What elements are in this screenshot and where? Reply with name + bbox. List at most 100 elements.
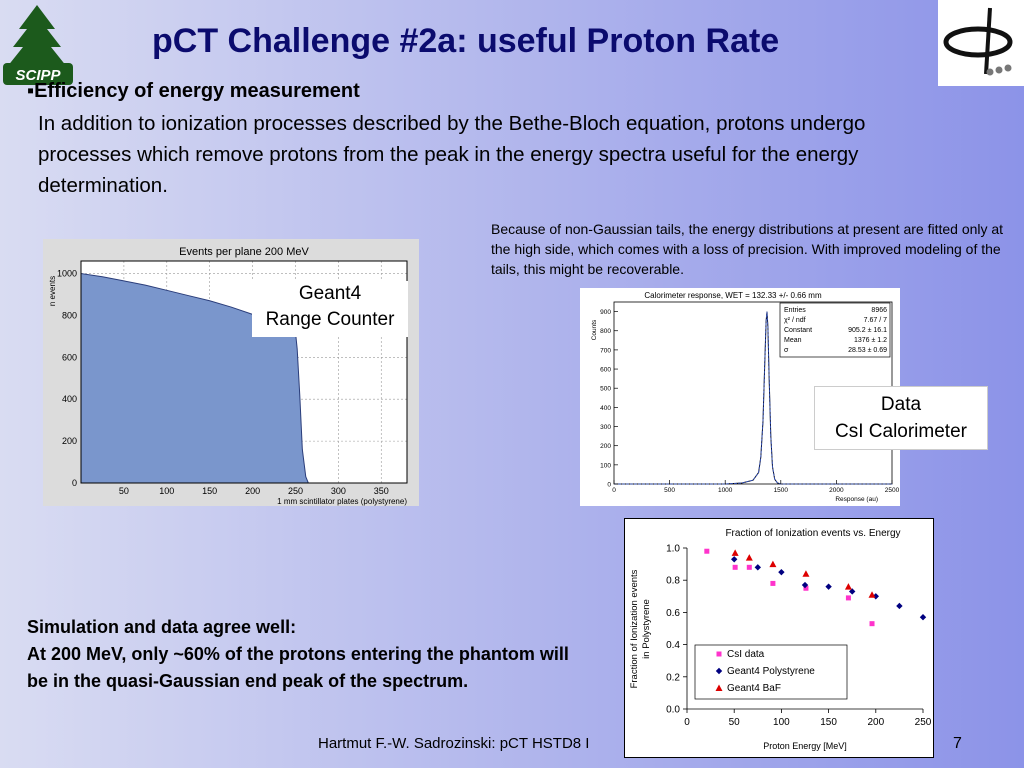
logo-text: SCIPP [15, 67, 61, 84]
y-tick-label: 0.8 [666, 576, 680, 587]
y-tick-label: 1000 [57, 269, 77, 279]
x-tick-label: 350 [374, 486, 389, 496]
tree-icon [7, 5, 67, 67]
events-per-plane-chart: 50 100 150 200 250 300 350 0 200 400 600 800 1000 Eve… [43, 239, 419, 506]
simulation-heading: Simulation and data agree well: [27, 617, 297, 637]
y-tick-label: 400 [600, 405, 611, 412]
x-axis-label: 1 mm scintillator plates (polystyrene) [277, 497, 407, 506]
data-point-diamond [715, 667, 723, 675]
y-tick-label: 0 [72, 478, 77, 488]
geant4-range-counter-label: Geant4 Range Counter [252, 281, 408, 337]
slide-title: pCT Challenge #2a: useful Proton Rate [152, 22, 780, 60]
x-tick-label: 250 [915, 717, 932, 728]
data-point-triangle [844, 583, 852, 590]
stats-box [779, 302, 891, 358]
x-tick-label: 0 [684, 717, 690, 728]
chart-title: Calorimeter response, WET = 132.33 +/- 0… [644, 291, 822, 300]
gaussian-fit-line [614, 311, 892, 485]
y-tick-label: 100 [600, 462, 611, 469]
x-tick-label: 200 [245, 486, 260, 496]
data-point-diamond [825, 583, 832, 590]
stats-value: 8966 [871, 307, 887, 314]
data-csi-calorimeter-label: Data CsI Calorimeter [814, 386, 988, 450]
x-tick-label: 150 [202, 486, 217, 496]
data-point-triangle [868, 591, 876, 598]
x-tick-label: 0 [612, 487, 616, 494]
data-point-triangle [715, 684, 723, 691]
data-point-diamond [801, 581, 809, 589]
bullet-heading-text: Efficiency of energy measurement [34, 80, 360, 102]
y-tick-label: 800 [600, 328, 611, 335]
data-point-square [746, 564, 752, 570]
stats-name: χ² / ndf [784, 317, 806, 324]
x-tick-label: 1500 [774, 487, 789, 494]
legend-entry: CsI data [727, 649, 765, 660]
chart-title: Fraction of Ionization events vs. Energy [725, 528, 900, 539]
x-tick-label: 2000 [829, 487, 844, 494]
data-point-triangle [769, 560, 777, 568]
legend-entry: Geant4 Polystyrene [727, 666, 815, 677]
data-label-line1: Data [880, 394, 922, 415]
y-axis-label: n events [48, 276, 57, 306]
data-point-square [869, 621, 875, 627]
plot-frame [80, 260, 408, 484]
stats-name: σ [784, 347, 789, 354]
data-point-square [770, 580, 776, 586]
data-point-triangle [731, 549, 739, 556]
y-tick-label: 1.0 [666, 544, 680, 555]
data-point-square [803, 585, 809, 591]
data-label-line2: CsI Calorimeter [835, 421, 967, 442]
y-tick-label: 400 [62, 394, 77, 404]
stats-value: 905.2 ± 16.1 [848, 327, 887, 334]
stats-name: Constant [784, 327, 812, 334]
x-tick-label: 500 [664, 487, 675, 494]
simulation-body: At 200 MeV, only ~60% of the protons ent… [27, 644, 569, 691]
y-tick-label: 500 [600, 386, 611, 393]
x-tick-label: 50 [729, 717, 741, 728]
y-tick-label: 0 [607, 482, 611, 489]
y-axis-label: Counts [591, 319, 598, 340]
data-point-diamond [731, 556, 738, 563]
data-point-triangle [745, 554, 753, 561]
x-axis-label: Response (au) [835, 496, 878, 503]
x-tick-label: 100 [159, 486, 174, 496]
legend-entry: Geant4 BaF [727, 683, 781, 694]
bullet-body: In addition to ionization processes desc… [38, 112, 866, 197]
scipp-logo: SCIPP [3, 3, 73, 87]
x-tick-label: 2500 [885, 487, 900, 494]
x-tick-label: 200 [867, 717, 884, 728]
y-tick-label: 200 [62, 436, 77, 446]
bullet-marker: ▪ [27, 80, 35, 102]
y-axis-label-line2: in Polystyrene [641, 599, 652, 659]
data-point-diamond [778, 568, 785, 576]
data-point-square [732, 564, 738, 570]
stats-name: Mean [784, 337, 802, 344]
simulation-summary: Simulation and data agree well: At 200 M… [27, 614, 587, 695]
y-tick-label: 0.6 [666, 608, 680, 619]
chart-title: Events per plane 200 MeV [179, 246, 309, 258]
x-tick-label: 150 [820, 717, 837, 728]
data-point-square [704, 548, 710, 554]
y-tick-label: 0.4 [666, 640, 680, 651]
stats-value: 28.53 ± 0.69 [848, 347, 887, 354]
stats-value: 1376 ± 1.2 [854, 337, 887, 344]
y-tick-label: 600 [600, 367, 611, 374]
y-tick-label: 900 [600, 309, 611, 316]
y-tick-label: 0.2 [666, 672, 680, 683]
corner-logo [938, 0, 1024, 86]
data-point-diamond [919, 614, 927, 621]
x-tick-label: 300 [331, 486, 346, 496]
y-tick-label: 0.0 [666, 705, 680, 716]
ionization-fraction-chart: Fraction of Ionization events vs. Energy… [624, 518, 934, 758]
stats-value: 7.67 / 7 [864, 317, 887, 324]
y-tick-label: 700 [600, 347, 611, 354]
y-tick-label: 600 [62, 352, 77, 362]
tails-note: Because of non-Gaussian tails, the energ… [491, 221, 1004, 277]
page-number: 7 [953, 735, 962, 752]
x-tick-label: 50 [119, 486, 129, 496]
x-axis-label: Proton Energy [MeV] [763, 741, 847, 751]
stats-name: Entries [784, 307, 806, 314]
y-tick-label: 300 [600, 424, 611, 431]
x-tick-label: 100 [773, 717, 790, 728]
phi-logo-icon [943, 7, 1013, 76]
